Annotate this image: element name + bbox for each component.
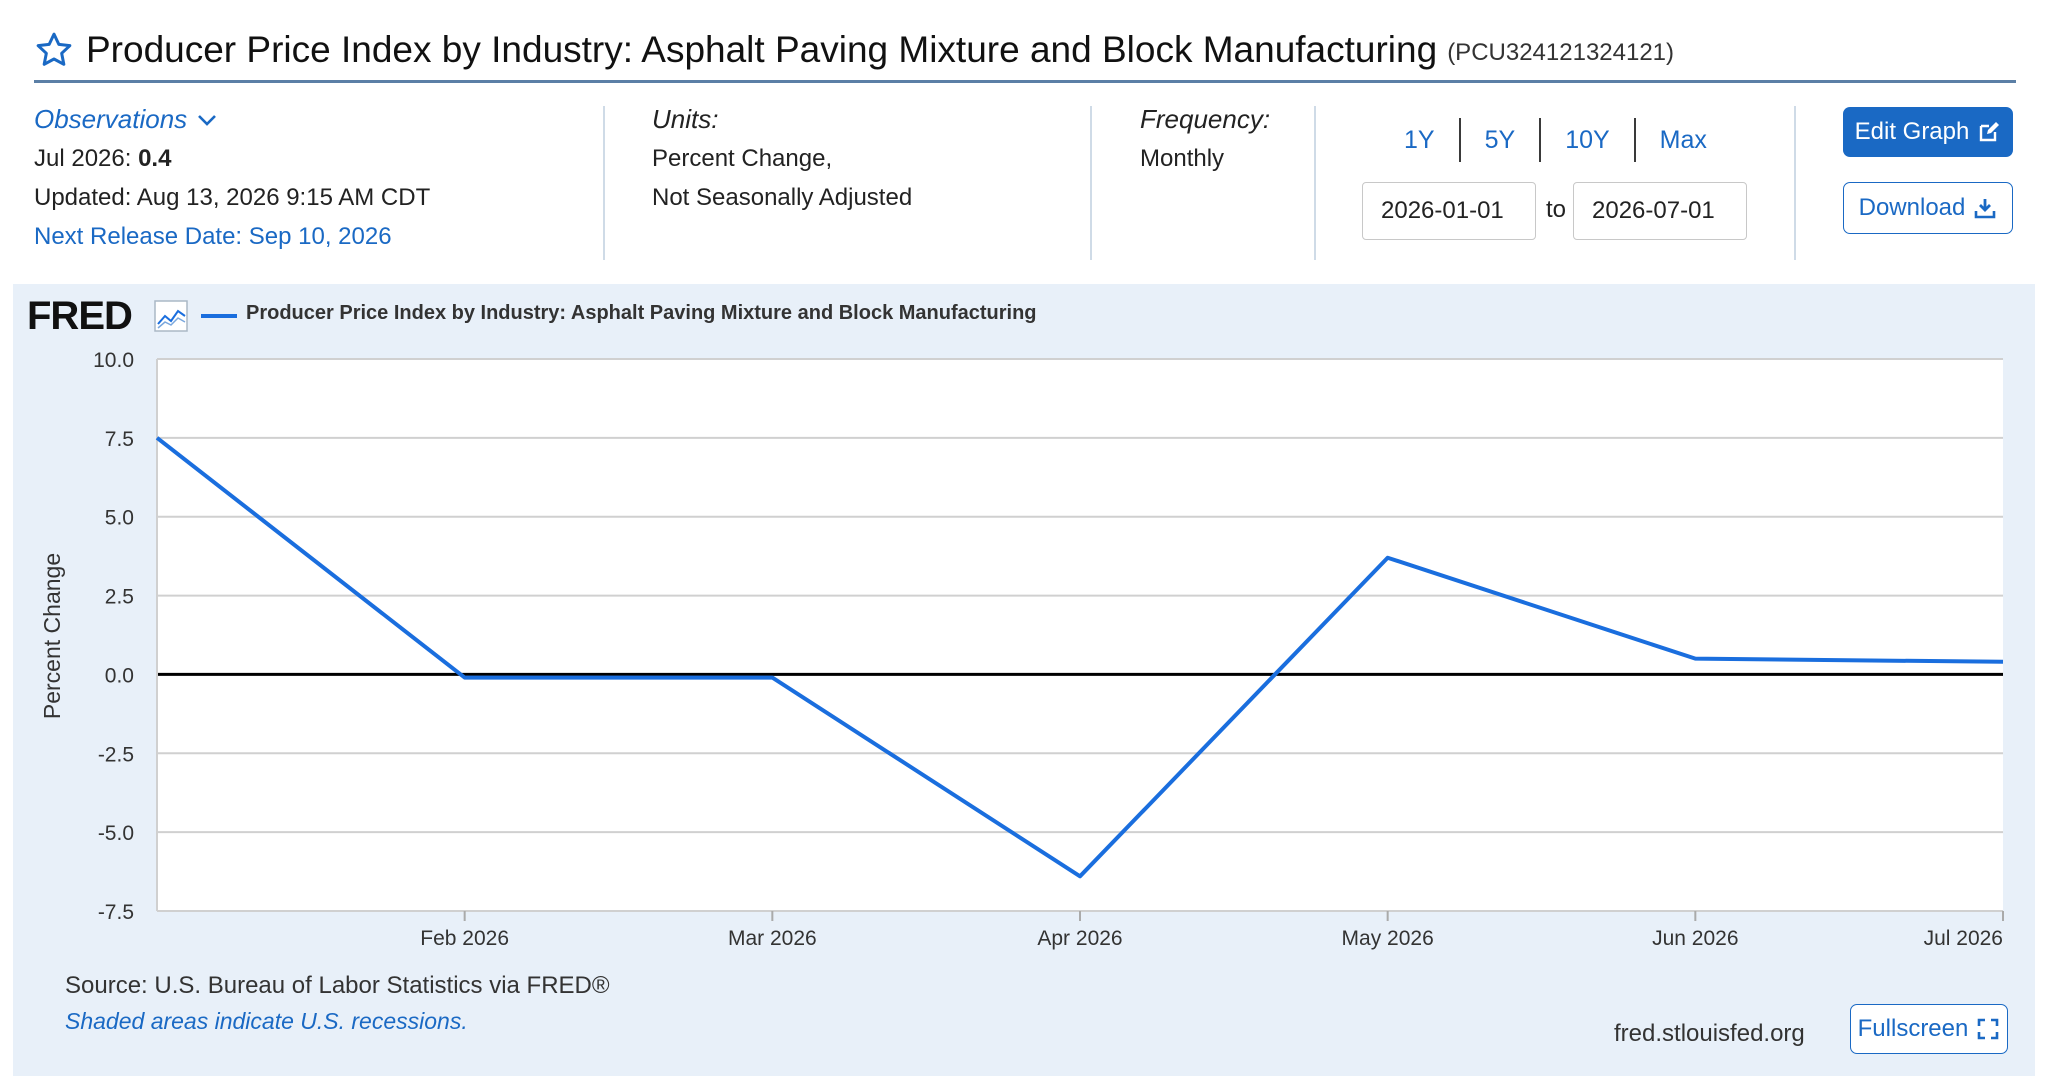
column-divider (1314, 106, 1316, 260)
column-divider (603, 106, 605, 260)
edit-graph-label: Edit Graph (1854, 118, 1970, 145)
x-tick-label: Mar 2026 (728, 927, 817, 950)
chevron-down-icon (198, 114, 217, 126)
series-line (155, 436, 2004, 879)
fred-logo: FRED (27, 294, 133, 338)
x-tick-labels: Feb 2026 Mar 2026 Apr 2026 May 2026 Jun 2026… (420, 911, 2004, 950)
plot-area (157, 359, 2003, 911)
to-label: to (1546, 196, 1567, 223)
x-tick-label: Jun 2026 (1652, 927, 1738, 950)
legend-swatch (201, 314, 237, 318)
y-tick-label: -5.0 (98, 822, 134, 845)
range-divider (1458, 118, 1461, 162)
range-divider (1539, 118, 1542, 162)
y-axis-label: Percent Change (39, 553, 65, 719)
frequency-value: Monthly (1140, 145, 1225, 172)
source-text: Source: U.S. Bureau of Labor Statistics … (65, 972, 610, 999)
frequency-panel: Frequency: Monthly (1140, 100, 1340, 178)
column-divider (1794, 106, 1796, 260)
latest-observation: Jul 2026: 0.4 (34, 139, 594, 178)
series-id: (PCU324121324121) (1447, 39, 1675, 66)
title-row: Producer Price Index by Industry: Asphal… (34, 20, 2014, 80)
y-tick-label: 10.0 (93, 349, 134, 372)
units-line-2: Not Seasonally Adjusted (652, 184, 913, 211)
range-5y-button[interactable]: 5Y (1484, 125, 1516, 154)
y-tick-label: -2.5 (98, 743, 134, 766)
units-panel: Units: Percent Change, Not Seasonally Ad… (652, 100, 1072, 217)
site-url: fred.stlouisfed.org (1614, 1020, 1805, 1047)
y-tick-label: 7.5 (105, 428, 134, 451)
observations-panel: Observations Jul 2026: 0.4 Updated: Aug … (34, 100, 594, 256)
range-buttons: 1Y 5Y 10Y Max (1380, 118, 1731, 162)
download-button[interactable]: Download (1843, 182, 2013, 234)
fred-chart-icon (154, 300, 188, 332)
end-date-input[interactable] (1573, 182, 1747, 240)
edit-icon (1980, 122, 2000, 142)
edit-graph-button[interactable]: Edit Graph (1843, 107, 2013, 157)
latest-observation-value: 0.4 (138, 145, 172, 172)
recession-note: Shaded areas indicate U.S. recessions. (65, 1008, 468, 1034)
y-tick-label: -7.5 (98, 901, 134, 924)
observations-label: Observations (34, 104, 188, 134)
y-tick-label: 2.5 (105, 586, 134, 609)
download-label: Download (1858, 194, 1966, 221)
range-divider (1633, 118, 1636, 162)
column-divider (1090, 106, 1092, 260)
range-10y-button[interactable]: 10Y (1565, 125, 1610, 154)
title-divider (34, 80, 2016, 83)
download-icon (1975, 199, 1996, 219)
range-1y-button[interactable]: 1Y (1404, 125, 1435, 154)
observations-dropdown[interactable]: Observations (34, 100, 594, 139)
fullscreen-label: Fullscreen (1857, 1015, 1969, 1042)
x-tick-label: Feb 2026 (420, 927, 509, 950)
y-tick-label: 0.0 (105, 664, 134, 687)
x-tick-label: Apr 2026 (1037, 927, 1122, 950)
star-outline-icon[interactable] (34, 30, 74, 70)
units-line-1: Percent Change, (652, 145, 833, 172)
units-label: Units: (652, 104, 719, 134)
latest-observation-label: Jul 2026: (34, 145, 132, 172)
x-tick-label: May 2026 (1342, 927, 1434, 950)
y-tick-labels: 10.0 7.5 5.0 2.5 0.0 -2.5 -5.0 -7.5 (93, 349, 134, 924)
next-release-link[interactable]: Next Release Date: Sep 10, 2026 (34, 223, 392, 250)
fullscreen-icon (1978, 1018, 1999, 1040)
fullscreen-button[interactable]: Fullscreen (1850, 1004, 2008, 1054)
start-date-input[interactable] (1362, 182, 1536, 240)
y-tick-label: 5.0 (105, 507, 134, 530)
updated-text: Updated: Aug 13, 2026 9:15 AM CDT (34, 184, 431, 211)
page-title: Producer Price Index by Industry: Asphal… (86, 29, 1438, 70)
legend-label: Producer Price Index by Industry: Asphal… (246, 302, 1037, 324)
range-max-button[interactable]: Max (1659, 125, 1707, 154)
x-tick-label: Jul 2026 (1924, 927, 2003, 950)
frequency-label: Frequency: (1140, 104, 1271, 134)
gridlines (156, 358, 2003, 912)
